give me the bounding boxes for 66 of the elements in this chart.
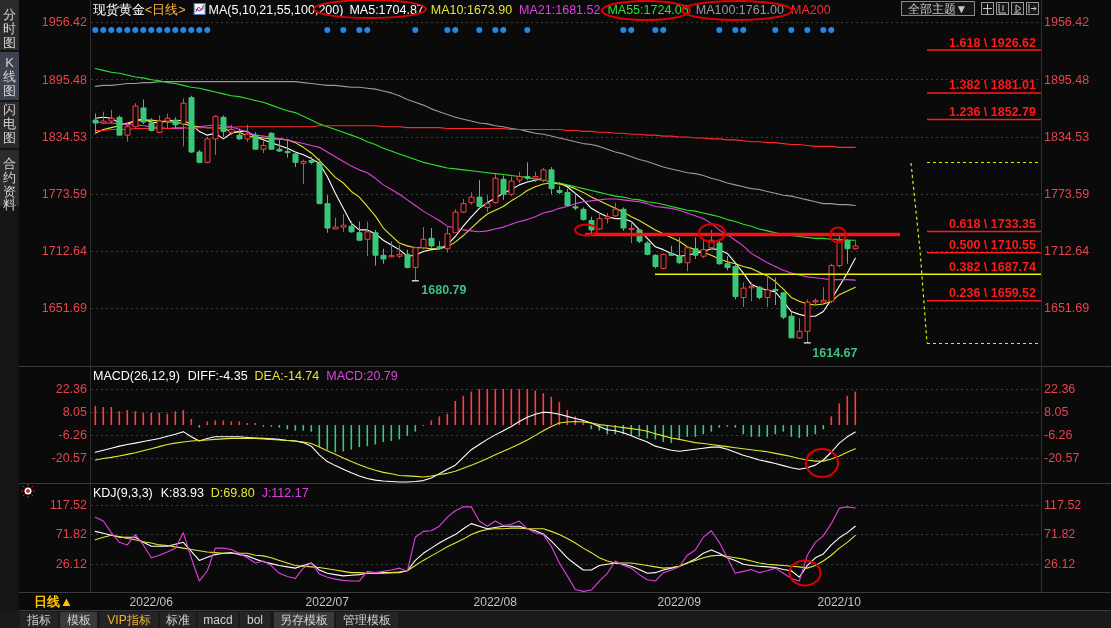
text: MA10:1673.90 [430, 3, 513, 17]
x-tick-label: 2022/07 [305, 594, 350, 609]
y2-tick-label: 1773.59 [1044, 187, 1090, 202]
text: MA200 [791, 3, 831, 17]
text: VIP指标 [107, 613, 151, 627]
text: DIFF:-4.35 [187, 369, 248, 383]
y-tick-label: -6.26 [58, 428, 88, 443]
ref-line-label: 0.618 \ 1733.35 [949, 216, 1037, 231]
annotation: 1680.79 [421, 283, 467, 298]
text: 管理模板 [343, 613, 391, 627]
y-tick-label: 8.05 [62, 405, 88, 420]
text: 标准 [165, 613, 190, 627]
text: 模板 [66, 613, 91, 627]
y2-tick-label: 1956.42 [1044, 15, 1090, 30]
y-tick-label: -20.57 [51, 451, 88, 466]
x-tick-label: 2022/08 [473, 594, 518, 609]
text: K:83.93 [160, 486, 204, 500]
chart-title: 现货黄金<日线> [93, 3, 186, 17]
text: MA100:1761.00 [695, 3, 785, 17]
text: 全部主题▼ [907, 1, 968, 16]
chart-title: MACD(26,12,9) [93, 369, 180, 383]
y-tick-label: 117.52 [49, 497, 88, 512]
ref-line-label: 0.236 \ 1659.52 [949, 286, 1037, 301]
ref-line-label: 1.382 \ 1881.01 [949, 78, 1037, 93]
y-tick-label: 71.82 [55, 527, 88, 542]
text: 指标 [26, 613, 51, 627]
text: J:112.17 [261, 486, 309, 500]
y-tick-label: 1895.48 [41, 72, 88, 87]
ref-line-label: 0.500 \ 1710.55 [949, 238, 1037, 253]
y2-tick-label: 22.36 [1044, 382, 1076, 397]
chart-title: KDJ(9,3,3) [93, 486, 153, 500]
ref-line-label: 1.618 \ 1926.62 [949, 35, 1037, 50]
text: D:69.80 [210, 486, 255, 500]
text: 日线▲ [34, 594, 73, 609]
y2-tick-label: 1834.53 [1044, 129, 1090, 144]
annotation: MACD:20.79 [326, 369, 398, 383]
text: macd [203, 613, 233, 627]
y-tick-label: 1956.42 [41, 15, 88, 30]
x-tick-label: 2022/10 [817, 594, 862, 609]
y-tick-label: 1834.53 [41, 129, 88, 144]
y-tick-label: 26.12 [55, 556, 88, 571]
text: 另存模板 [280, 613, 328, 627]
x-tick-label: 2022/09 [657, 594, 702, 609]
text: 分时图 [3, 7, 16, 50]
annotation: 1614.67 [812, 345, 858, 360]
y2-tick-label: -20.57 [1044, 451, 1080, 466]
y-tick-label: 1773.59 [41, 187, 88, 202]
y2-tick-label: 8.05 [1044, 405, 1069, 420]
y2-tick-label: 1895.48 [1044, 72, 1090, 87]
y2-tick-label: 26.12 [1044, 556, 1076, 571]
y2-tick-label: 1651.69 [1044, 301, 1090, 316]
text: MA5:1704.87 [349, 3, 424, 17]
text: MA21:1681.52 [519, 3, 601, 17]
y-tick-label: 22.36 [55, 382, 88, 397]
y-tick-label: 1712.64 [41, 244, 88, 259]
ref-line-label: 0.382 \ 1687.74 [949, 259, 1037, 274]
x-tick-label: 2022/06 [129, 594, 174, 609]
y-tick-label: 1651.69 [41, 301, 88, 316]
ref-line-label: 1.236 \ 1852.79 [949, 104, 1037, 119]
y2-tick-label: 1712.64 [1044, 244, 1090, 259]
y2-tick-label: 71.82 [1044, 527, 1076, 542]
y2-tick-label: 117.52 [1044, 497, 1082, 512]
text: DEA:-14.74 [254, 369, 320, 383]
text: bol [246, 613, 264, 627]
y2-tick-label: -6.26 [1044, 428, 1073, 443]
text: 合约资料 [3, 156, 16, 213]
